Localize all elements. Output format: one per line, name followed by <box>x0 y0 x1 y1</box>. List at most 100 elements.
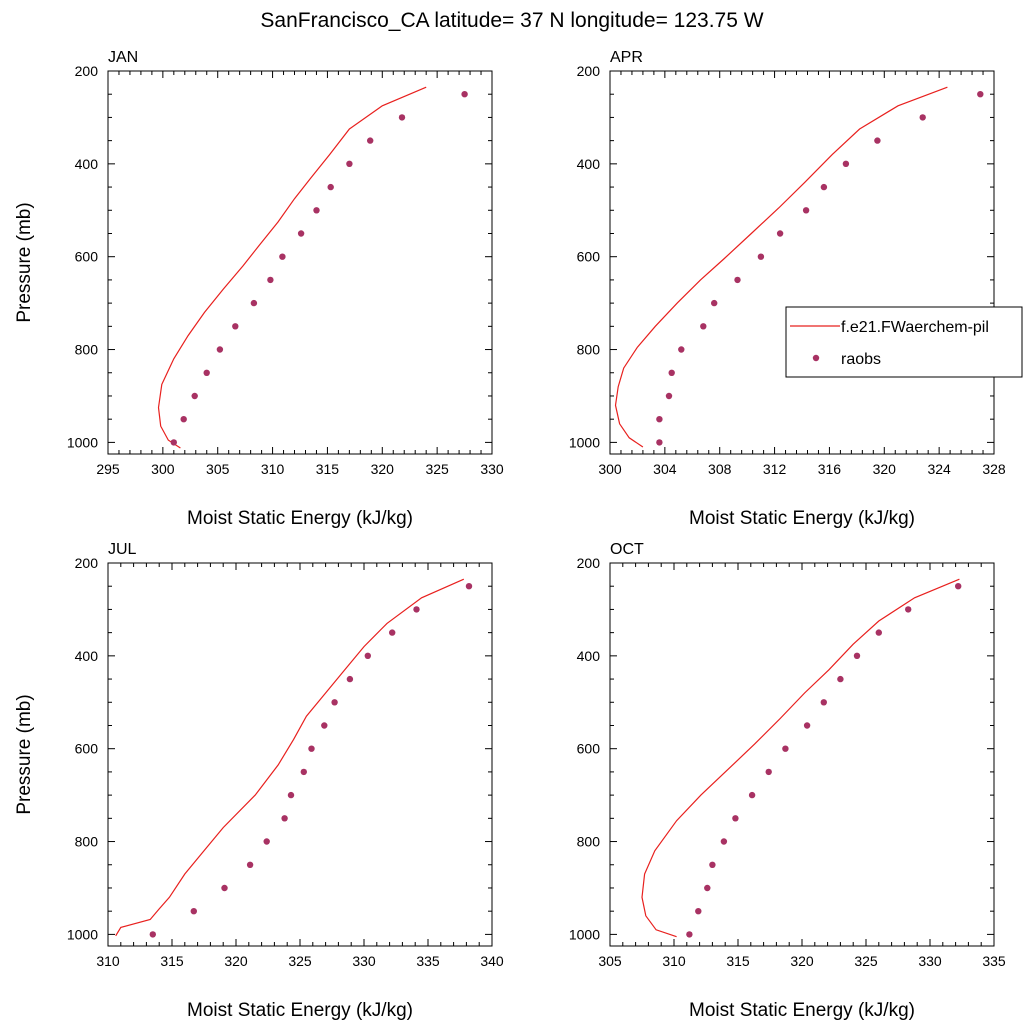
legend-box <box>785 306 1023 378</box>
legend-marker-swatch <box>812 354 820 362</box>
raobs-point <box>267 276 274 284</box>
raobs-point <box>734 276 741 284</box>
raobs-point <box>232 323 239 330</box>
panel-label: JAN <box>108 49 138 66</box>
x-tick-label: 310 <box>96 953 120 969</box>
x-tick-label: 320 <box>790 953 814 969</box>
x-tick-label: 328 <box>982 461 1006 477</box>
figure-title: SanFrancisco_CA latitude= 37 N longitude… <box>260 9 763 32</box>
x-axis-label: Moist Static Energy (kJ/kg) <box>689 508 915 529</box>
model-profile-line <box>641 578 960 938</box>
x-tick-label: 320 <box>873 461 897 477</box>
raobs-point <box>287 791 295 799</box>
y-tick-label: 400 <box>577 648 601 664</box>
raobs-point <box>308 745 315 752</box>
raobs-point <box>191 392 198 400</box>
x-axis-label: Moist Static Energy (kJ/kg) <box>187 1000 413 1021</box>
x-tick-label: 325 <box>854 953 878 969</box>
y-tick-label: 400 <box>577 156 601 172</box>
raobs-point <box>668 369 675 376</box>
x-tick-label: 305 <box>206 461 230 477</box>
panel-apr: 300 304 308 312 316 320 324 328 200 400 600 800 1000… <box>569 49 1006 529</box>
x-tick-label: 315 <box>726 953 750 969</box>
raobs-point <box>919 114 926 121</box>
raobs-point <box>820 183 828 191</box>
y-tick-label: 200 <box>577 63 601 79</box>
legend-label-model: f.e21.FWaerchem-pil <box>841 319 989 336</box>
raobs-point <box>389 629 396 636</box>
raobs-point <box>686 931 693 938</box>
x-tick-label: 325 <box>288 953 312 969</box>
x-tick-label: 315 <box>160 953 184 969</box>
x-tick-label: 330 <box>918 953 942 969</box>
raobs-point <box>263 838 270 845</box>
panel-label: JUL <box>108 541 137 558</box>
raobs-point <box>279 253 286 260</box>
raobs-point <box>190 908 197 915</box>
raobs-point <box>905 606 912 613</box>
raobs-point <box>221 884 228 892</box>
raobs-point <box>331 699 338 706</box>
x-tick-label: 300 <box>598 461 622 477</box>
raobs-point <box>803 722 811 729</box>
raobs-point <box>977 91 984 98</box>
x-axis-label: Moist Static Energy (kJ/kg) <box>187 508 413 529</box>
x-tick-label: 312 <box>763 461 787 477</box>
y-tick-label: 200 <box>577 555 601 571</box>
raobs-point <box>313 207 320 214</box>
raobs-point <box>875 629 882 636</box>
raobs-point <box>300 768 307 776</box>
panels: 295 300 305 310 315 320 325 330 200 400 600 800 1000… <box>14 49 1006 1021</box>
raobs-point <box>955 583 962 590</box>
raobs-point <box>321 722 328 729</box>
raobs-point <box>700 323 707 330</box>
raobs-point <box>246 861 254 868</box>
raobs-point <box>711 299 718 307</box>
plot-frame <box>107 562 493 947</box>
raobs-point <box>732 815 739 822</box>
y-tick-label: 600 <box>75 249 99 265</box>
raobs-point <box>461 91 468 98</box>
x-tick-label: 300 <box>151 461 175 477</box>
raobs-point <box>820 699 827 706</box>
model-profile-line <box>614 86 948 448</box>
panel-oct: 305 310 315 320 325 330 335 200 400 600 800 1000 OCT… <box>569 541 1006 1021</box>
x-tick-label: 305 <box>598 953 622 969</box>
raobs-point <box>367 137 374 144</box>
raobs-point <box>765 768 772 776</box>
raobs-point <box>757 253 765 260</box>
y-axis-label: Pressure (mb) <box>14 694 35 814</box>
x-tick-label: 315 <box>316 461 340 477</box>
y-axis-label: Pressure (mb) <box>14 202 35 322</box>
raobs-point <box>346 160 353 167</box>
model-profile-line <box>115 578 465 937</box>
x-tick-label: 295 <box>96 461 120 477</box>
raobs-point <box>678 346 685 353</box>
x-tick-label: 320 <box>371 461 395 477</box>
x-tick-label: 324 <box>927 461 951 477</box>
panel-label: APR <box>610 49 643 66</box>
y-tick-label: 600 <box>577 249 601 265</box>
raobs-point <box>853 652 861 659</box>
panel-jul: 310 315 320 325 330 335 340 200 400 600 800 1000 JUL… <box>14 541 504 1021</box>
raobs-point <box>398 114 406 121</box>
x-tick-label: 310 <box>261 461 285 477</box>
x-tick-label: 340 <box>480 953 504 969</box>
x-tick-label: 330 <box>480 461 504 477</box>
raobs-point <box>297 230 305 237</box>
x-tick-label: 304 <box>653 461 677 477</box>
x-tick-label: 316 <box>818 461 842 477</box>
y-tick-label: 800 <box>75 342 99 358</box>
y-tick-label: 800 <box>75 834 99 850</box>
y-tick-label: 600 <box>75 741 99 757</box>
y-tick-label: 400 <box>75 156 99 172</box>
raobs-point <box>782 745 789 752</box>
x-tick-label: 325 <box>425 461 449 477</box>
raobs-point <box>346 675 354 683</box>
x-tick-label: 330 <box>352 953 376 969</box>
x-axis-label: Moist Static Energy (kJ/kg) <box>689 1000 915 1021</box>
y-tick-label: 800 <box>577 834 601 850</box>
y-tick-label: 800 <box>577 342 601 358</box>
model-profile-line <box>157 86 427 449</box>
